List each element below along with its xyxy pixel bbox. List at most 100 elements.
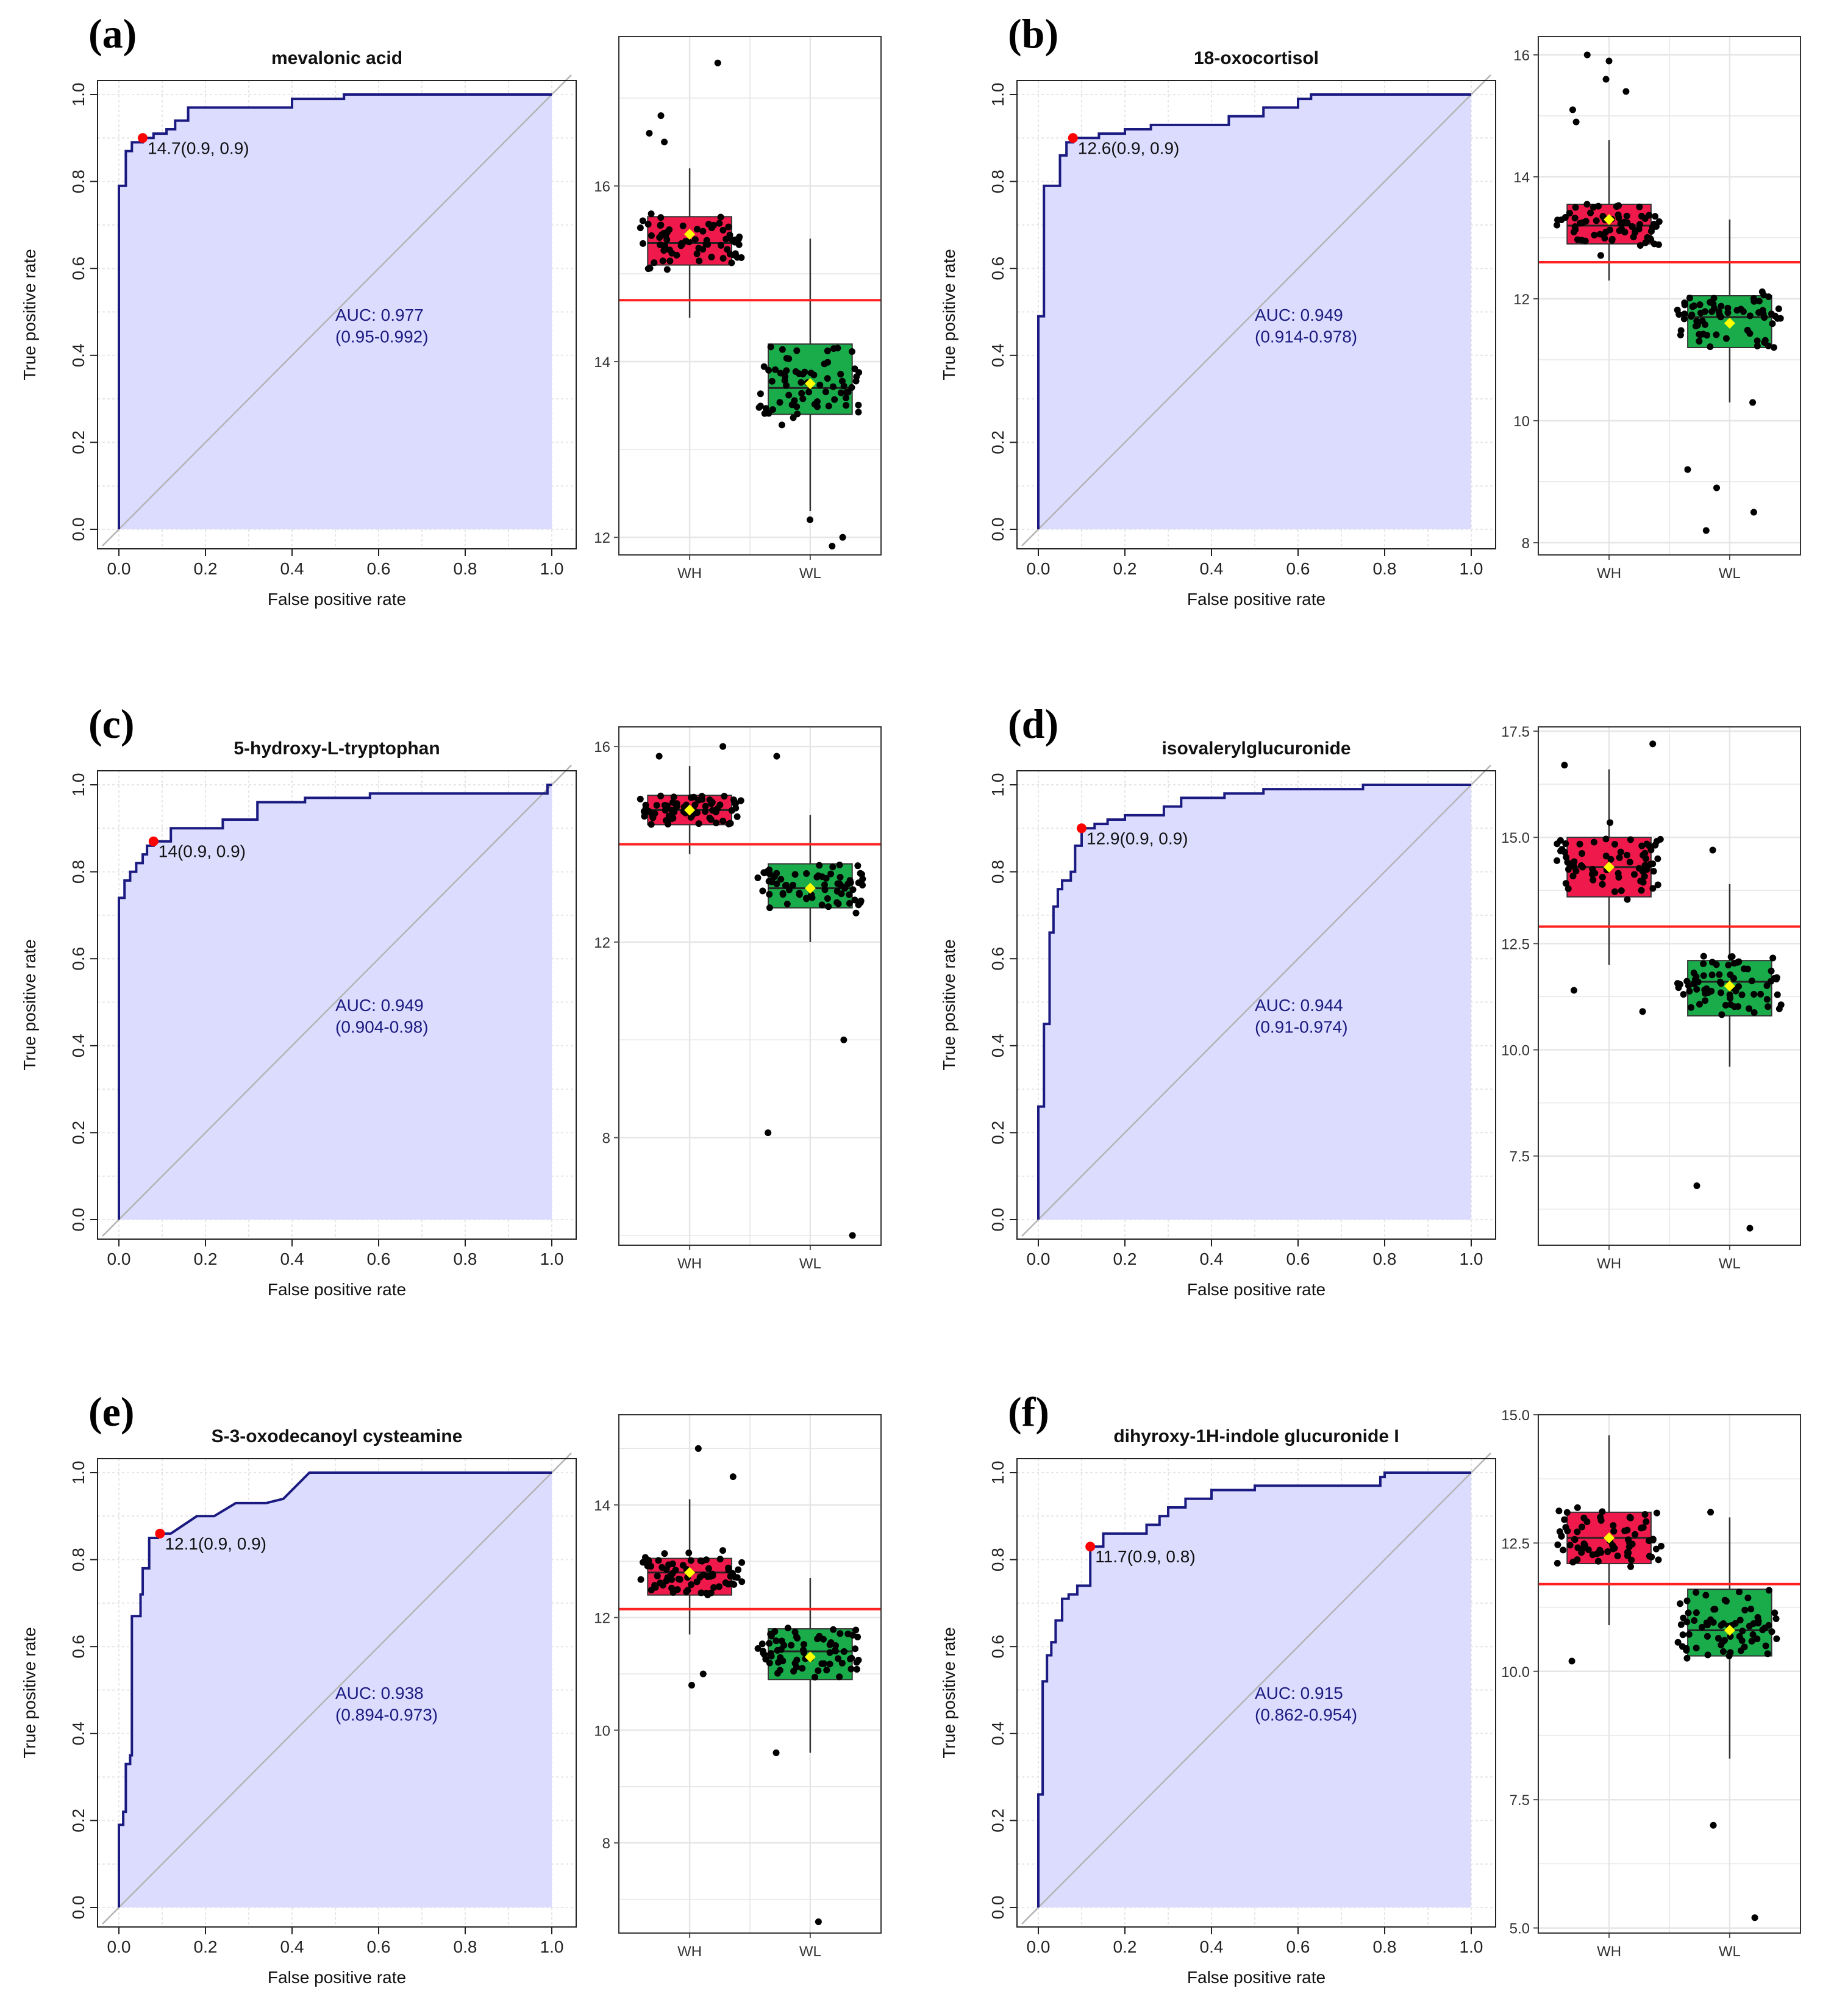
roc-xtick-label: 1.0 [540,1937,564,1956]
data-point [1652,1545,1660,1553]
data-point [790,882,797,889]
roc-ytick-label: 1.0 [988,1461,1007,1485]
roc-xtick-label: 0.2 [1113,1937,1137,1956]
data-point [840,1648,847,1655]
roc-diagonal [102,1452,572,1925]
data-point [836,881,843,888]
data-point [668,806,676,813]
data-point [706,814,713,821]
data-point [1631,871,1638,878]
data-point [821,360,828,368]
data-point [851,365,858,373]
box-ytick-label: 12.5 [1501,936,1530,953]
data-point [1574,1504,1581,1511]
data-point [1679,1631,1686,1639]
roc-xlabel: False positive rate [268,1280,406,1299]
data-point [1724,309,1732,316]
data-point [1681,310,1688,318]
data-point [784,1625,791,1632]
roc-frame [1016,1458,1496,1928]
data-point [799,1665,806,1672]
panel-1: (b) 18-oxocortisol 12.6(0.9, 0.9) AUC: 0.94… [940,10,1801,609]
data-point [717,241,724,249]
roc-diagonal [1021,1452,1491,1925]
data-point [1744,1594,1752,1601]
data-point [831,396,838,403]
data-point [765,878,772,885]
roc-diagonal [1021,74,1491,546]
data-point [659,1581,666,1589]
outlier-point [839,534,846,541]
data-point [732,236,739,243]
data-point [1744,965,1751,973]
data-point [1658,1543,1665,1550]
data-point [688,794,695,801]
roc-ytick-label: 0.0 [69,1896,88,1920]
data-point [1635,865,1643,872]
box-ytick-label: 5.0 [1510,1921,1530,1937]
roc-title: 18-oxocortisol [1194,48,1319,68]
box-xtick-label: WH [677,1256,702,1272]
data-point [1562,1524,1569,1531]
data-point [1699,1623,1706,1631]
data-point [1627,1563,1635,1570]
data-point [1687,1004,1694,1011]
data-point [1677,331,1684,338]
data-point [768,1653,775,1660]
data-point [1644,234,1651,241]
mean-marker [684,804,696,816]
data-point [1555,1507,1563,1515]
data-point [1643,855,1650,862]
data-point [1683,1597,1691,1604]
cutoff-label: 14(0.9, 0.9) [159,842,246,861]
roc-xtick-label: 0.0 [1027,559,1051,578]
roc-xtick-label: 1.0 [1460,559,1483,578]
roc-ylabel: True positive rate [20,1627,39,1758]
cutoff-label: 12.9(0.9, 0.9) [1086,829,1188,848]
data-point [691,236,699,243]
data-point [762,405,769,412]
data-point [669,799,677,806]
data-point [704,241,712,248]
data-point [1597,252,1604,259]
data-point [1625,1543,1633,1551]
data-point [661,802,668,809]
box-ytick-label: 15.0 [1501,1407,1530,1424]
mean-marker [684,229,696,240]
data-point [662,807,669,814]
data-point [1616,854,1623,861]
data-point [1610,1522,1617,1529]
data-point [724,246,731,253]
data-point [730,1581,738,1588]
data-point [1613,203,1620,210]
data-point [790,414,797,421]
data-point [791,1659,799,1667]
roc-xtick-label: 1.0 [540,559,564,578]
data-point [1716,971,1723,978]
roc-ytick-label: 0.0 [69,1208,88,1232]
data-point [1727,953,1735,960]
data-point [1554,216,1561,224]
data-point [1769,320,1776,327]
outlier-point [1713,484,1721,491]
data-point [1585,1546,1592,1553]
panel-label: (d) [1008,701,1058,747]
data-point [1576,840,1583,848]
box-frame [1538,726,1801,1246]
data-point [737,797,744,804]
roc-xtick-label: 0.6 [367,559,391,578]
box-ytick-label: 10 [1513,413,1530,430]
data-point [663,1566,670,1573]
data-point [696,257,703,265]
data-point [1677,1621,1685,1628]
roc-xlabel: False positive rate [1187,1968,1326,1987]
data-point [813,873,821,881]
data-point [1636,241,1644,249]
mean-marker [804,882,816,894]
data-point [1763,982,1771,989]
auc-ci-label: (0.95-0.992) [335,327,429,346]
data-point [1650,868,1657,875]
data-point [639,217,646,224]
roc-frame [1016,80,1496,549]
data-point [1562,880,1569,887]
